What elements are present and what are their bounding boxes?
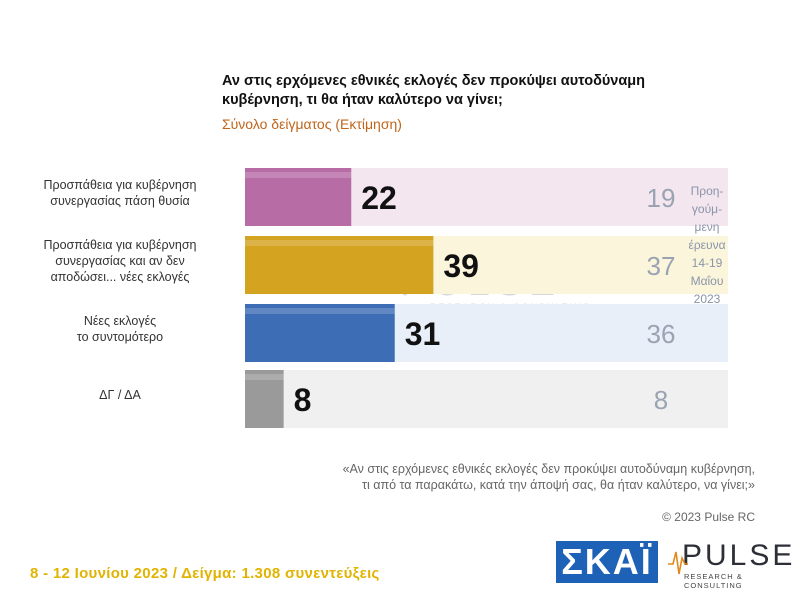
category-label-line: Νέες εκλογές bbox=[83, 314, 157, 328]
bar-highlight bbox=[245, 172, 352, 178]
category-label: ΔΓ / ΔΑ bbox=[20, 387, 220, 403]
chart-title: Αν στις ερχόμενες εθνικές εκλογές δεν πρ… bbox=[222, 73, 646, 108]
bar-value-label: 31 bbox=[405, 316, 441, 352]
bar-highlight bbox=[245, 374, 284, 380]
category-label: Προσπάθεια για κυβέρνηση συνεργασίας και … bbox=[20, 237, 220, 285]
skai-logo: ΣΚΑΪ bbox=[556, 541, 658, 583]
quote-line: τι από τα παρακάτω, κατά την άποψή σας, … bbox=[362, 478, 755, 492]
pulse-logo-text: PULSE bbox=[682, 539, 796, 572]
previous-value-label: 36 bbox=[647, 319, 676, 349]
bar bbox=[245, 370, 284, 428]
row-background bbox=[245, 370, 728, 428]
prev-note-line: 14-19 bbox=[691, 256, 723, 270]
copyright: © 2023 Pulse RC bbox=[662, 510, 755, 524]
question-quote: «Αν στις ερχόμενες εθνικές εκλογές δεν π… bbox=[300, 461, 755, 493]
category-label-line: Προσπάθεια για κυβέρνηση bbox=[43, 238, 197, 252]
category-label: Προσπάθεια για κυβέρνηση συνεργασίας πάση… bbox=[20, 177, 220, 209]
category-label-line: αποδώσει... νέες εκλογές bbox=[50, 270, 190, 284]
quote-line: «Αν στις ερχόμενες εθνικές εκλογές δεν π… bbox=[342, 462, 755, 476]
category-label-line: ΔΓ / ΔΑ bbox=[99, 388, 141, 402]
pulse-wave-icon bbox=[668, 551, 688, 575]
bar bbox=[245, 236, 434, 294]
prev-note-line: γούμ- bbox=[691, 202, 723, 216]
bar bbox=[245, 168, 352, 226]
pulse-logo: PULSE RESEARCH & CONSULTING bbox=[668, 539, 796, 590]
bar bbox=[245, 304, 395, 362]
previous-survey-note: Προη- γούμ- μενη έρευνα 14-19 Μαΐου 2023 bbox=[680, 182, 734, 308]
prev-note-line: Προη- bbox=[690, 184, 724, 198]
prev-note-line: 2023 bbox=[693, 292, 721, 306]
category-label: Νέες εκλογές το συντομότερο bbox=[20, 313, 220, 345]
category-label-line: συνεργασίας και αν δεν bbox=[55, 254, 185, 268]
bar-highlight bbox=[245, 240, 434, 246]
survey-dates-footer: 8 - 12 Ιουνίου 2023 / Δείγμα: 1.308 συνε… bbox=[30, 565, 380, 582]
pulse-logo-tagline: RESEARCH & CONSULTING bbox=[684, 572, 743, 590]
previous-value-label: 37 bbox=[647, 251, 676, 281]
bar-value-label: 39 bbox=[443, 248, 479, 284]
category-label-line: συνεργασίας πάση θυσία bbox=[50, 194, 190, 208]
chart-subtitle: Σύνολο δείγματος (Εκτίμηση) bbox=[222, 116, 402, 132]
prev-note-line: μενη bbox=[694, 220, 720, 234]
bar-value-label: 8 bbox=[294, 382, 312, 418]
prev-note-line: Μαΐου bbox=[690, 274, 724, 288]
category-label-line: Προσπάθεια για κυβέρνηση bbox=[43, 178, 197, 192]
prev-note-line: έρευνα bbox=[688, 238, 726, 252]
bar-highlight bbox=[245, 308, 395, 314]
previous-value-label: 19 bbox=[647, 183, 676, 213]
previous-value-label: 8 bbox=[654, 385, 668, 415]
category-label-line: το συντομότερο bbox=[76, 330, 164, 344]
bar-value-label: 22 bbox=[361, 180, 397, 216]
